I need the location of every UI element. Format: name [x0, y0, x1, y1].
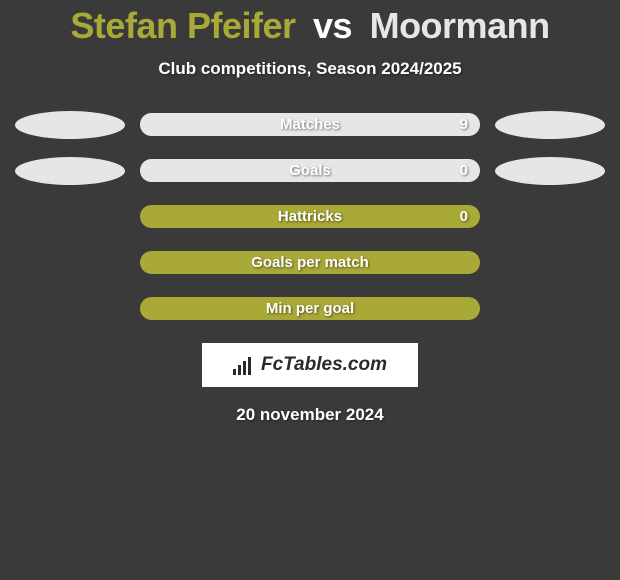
- stat-label: Min per goal: [140, 300, 480, 317]
- oval-slot: [490, 297, 610, 320]
- stat-label: Goals: [140, 162, 480, 179]
- right-ovals-column: [490, 113, 610, 320]
- date-label: 20 november 2024: [236, 405, 383, 425]
- player1-name: Stefan Pfeifer: [70, 5, 295, 46]
- player-oval: [495, 157, 605, 185]
- oval-slot: [490, 159, 610, 182]
- oval-slot: [490, 113, 610, 136]
- oval-slot: [10, 205, 130, 228]
- comparison-widget: Stefan Pfeifer vs Moormann Club competit…: [0, 0, 620, 425]
- stats-area: Matches9Goals0Hattricks0Goals per matchM…: [0, 113, 620, 320]
- stat-bar: Hattricks0: [140, 205, 480, 228]
- stat-bar: Min per goal: [140, 297, 480, 320]
- player-oval: [495, 111, 605, 139]
- player-oval: [15, 157, 125, 185]
- stat-bars-column: Matches9Goals0Hattricks0Goals per matchM…: [140, 113, 480, 320]
- subtitle: Club competitions, Season 2024/2025: [158, 59, 461, 79]
- stat-value-right: 0: [460, 162, 468, 179]
- player-oval: [15, 111, 125, 139]
- stat-label: Matches: [140, 116, 480, 133]
- oval-slot: [490, 205, 610, 228]
- oval-slot: [10, 159, 130, 182]
- oval-slot: [490, 251, 610, 274]
- bar-chart-icon: [233, 355, 257, 375]
- oval-slot: [10, 251, 130, 274]
- stat-label: Hattricks: [140, 208, 480, 225]
- left-ovals-column: [10, 113, 130, 320]
- logo-box: FcTables.com: [202, 343, 418, 387]
- stat-bar: Goals per match: [140, 251, 480, 274]
- oval-slot: [10, 113, 130, 136]
- stat-bar: Goals0: [140, 159, 480, 182]
- player2-name: Moormann: [370, 5, 550, 46]
- stat-label: Goals per match: [140, 254, 480, 271]
- stat-bar: Matches9: [140, 113, 480, 136]
- stat-value-right: 9: [460, 116, 468, 133]
- logo-text: FcTables.com: [261, 354, 387, 376]
- page-title: Stefan Pfeifer vs Moormann: [70, 5, 549, 47]
- vs-label: vs: [313, 5, 352, 46]
- stat-value-right: 0: [460, 208, 468, 225]
- oval-slot: [10, 297, 130, 320]
